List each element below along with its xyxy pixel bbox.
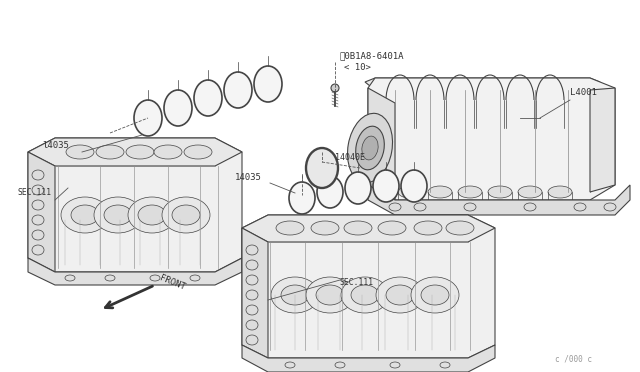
Polygon shape (365, 78, 600, 90)
Ellipse shape (224, 72, 252, 108)
Polygon shape (242, 228, 268, 358)
Ellipse shape (276, 221, 304, 235)
Text: < 10>: < 10> (344, 63, 371, 72)
Polygon shape (242, 345, 495, 372)
Ellipse shape (351, 285, 379, 305)
Ellipse shape (61, 197, 109, 233)
Ellipse shape (94, 197, 142, 233)
Ellipse shape (362, 136, 378, 160)
Polygon shape (28, 258, 242, 285)
Ellipse shape (488, 186, 512, 198)
Text: FRONT: FRONT (158, 273, 186, 292)
Ellipse shape (172, 205, 200, 225)
Text: L4001: L4001 (570, 88, 597, 97)
Ellipse shape (414, 221, 442, 235)
Ellipse shape (194, 80, 222, 116)
Ellipse shape (458, 186, 482, 198)
Ellipse shape (548, 186, 572, 198)
Ellipse shape (378, 221, 406, 235)
Ellipse shape (184, 145, 212, 159)
Ellipse shape (356, 126, 384, 170)
Ellipse shape (316, 285, 344, 305)
Ellipse shape (138, 205, 166, 225)
Ellipse shape (373, 170, 399, 202)
Ellipse shape (154, 145, 182, 159)
Text: SEC.111: SEC.111 (340, 278, 374, 287)
Ellipse shape (311, 221, 339, 235)
Ellipse shape (71, 205, 99, 225)
Polygon shape (368, 78, 615, 200)
Ellipse shape (398, 186, 422, 198)
Text: 14035: 14035 (235, 173, 262, 182)
Ellipse shape (428, 186, 452, 198)
Polygon shape (28, 138, 242, 272)
Ellipse shape (126, 145, 154, 159)
Polygon shape (28, 138, 242, 166)
Text: c /000 c: c /000 c (555, 355, 592, 364)
Ellipse shape (386, 285, 414, 305)
Ellipse shape (271, 277, 319, 313)
Ellipse shape (344, 221, 372, 235)
Ellipse shape (254, 66, 282, 102)
Ellipse shape (317, 176, 343, 208)
Ellipse shape (164, 90, 192, 126)
Ellipse shape (66, 145, 94, 159)
Ellipse shape (401, 170, 427, 202)
Polygon shape (242, 215, 495, 242)
Ellipse shape (518, 186, 542, 198)
Ellipse shape (446, 221, 474, 235)
Polygon shape (590, 88, 615, 192)
Ellipse shape (376, 277, 424, 313)
Polygon shape (242, 215, 495, 358)
Ellipse shape (289, 182, 315, 214)
Ellipse shape (345, 172, 371, 204)
Ellipse shape (348, 113, 392, 183)
Ellipse shape (128, 197, 176, 233)
Ellipse shape (341, 277, 389, 313)
Ellipse shape (331, 84, 339, 92)
Ellipse shape (281, 285, 309, 305)
Ellipse shape (306, 148, 338, 188)
Polygon shape (368, 88, 395, 200)
Ellipse shape (134, 100, 162, 136)
Polygon shape (368, 185, 630, 215)
Text: SEC.111: SEC.111 (18, 188, 52, 197)
Ellipse shape (96, 145, 124, 159)
Ellipse shape (162, 197, 210, 233)
Ellipse shape (421, 285, 449, 305)
Ellipse shape (306, 277, 354, 313)
Polygon shape (28, 152, 55, 272)
Ellipse shape (104, 205, 132, 225)
Text: l4035: l4035 (42, 141, 69, 150)
Text: Ⓑ0B1A8-6401A: Ⓑ0B1A8-6401A (340, 51, 404, 60)
Text: 14040E: 14040E (335, 153, 365, 162)
Ellipse shape (411, 277, 459, 313)
